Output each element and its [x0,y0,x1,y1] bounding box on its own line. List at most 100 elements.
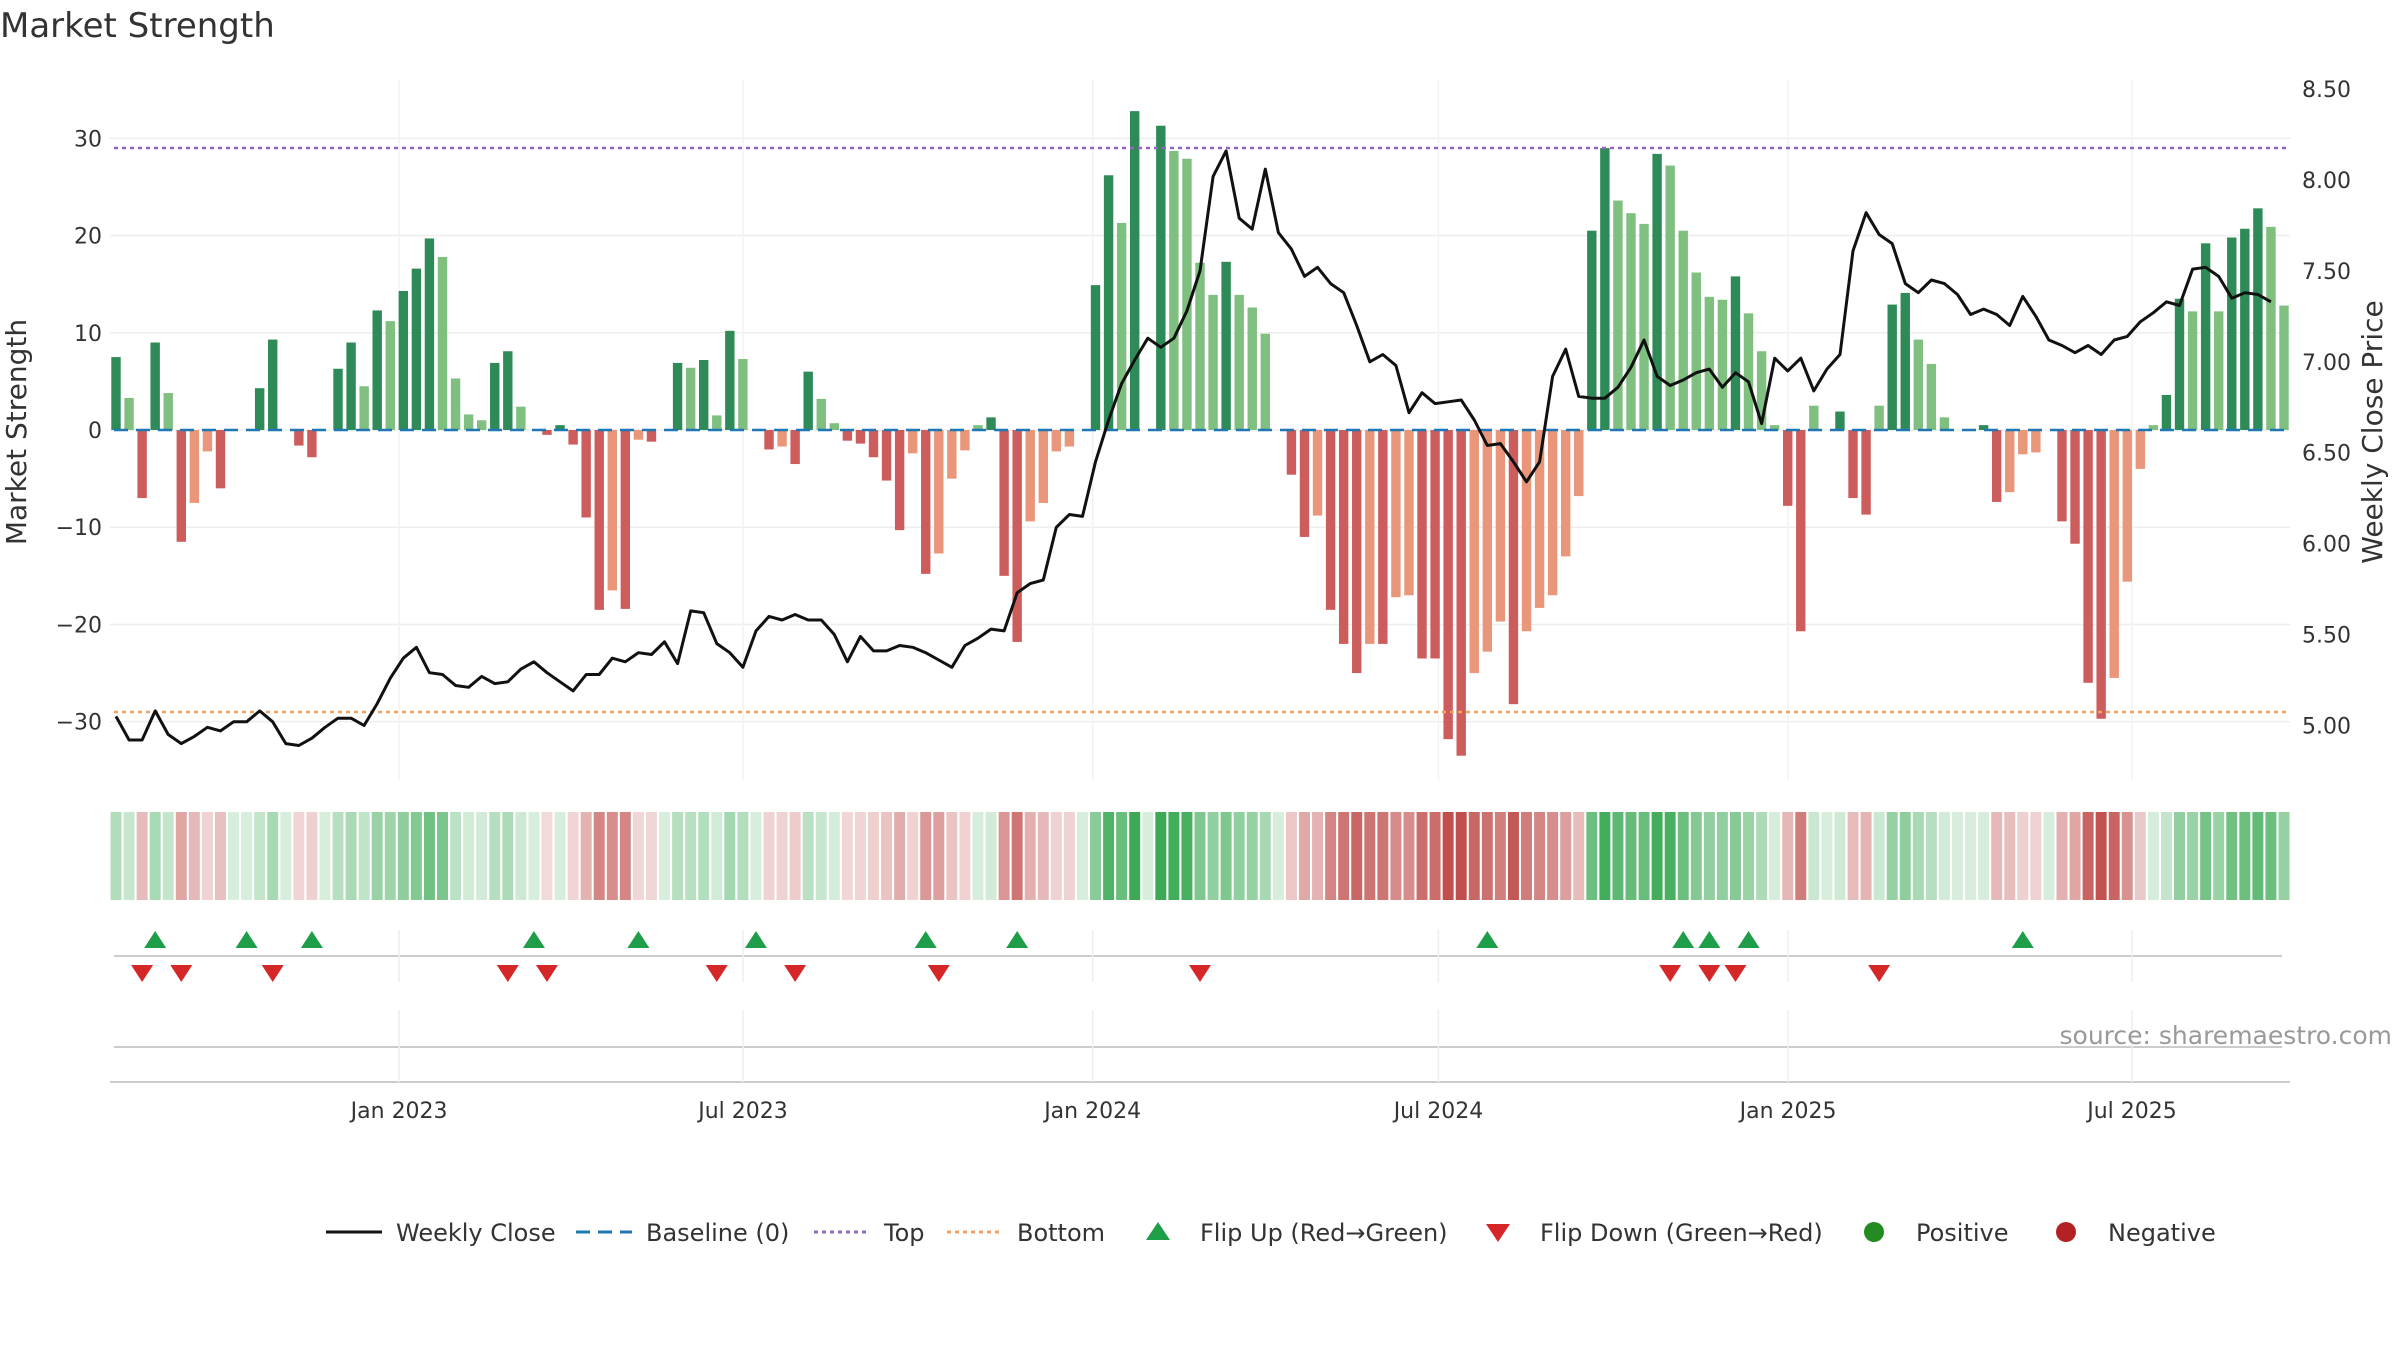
strength-bar [1378,430,1388,644]
heat-cell [175,812,187,900]
strength-bar [1430,430,1440,659]
heat-cell [149,812,161,900]
heat-cell [959,812,971,900]
heat-cell [1507,812,1519,900]
left-tick-label: −30 [56,711,102,736]
strength-bar [1887,304,1897,430]
strength-bar [699,360,709,430]
strength-bar [1874,405,1884,430]
left-tick-label: −10 [56,516,102,541]
strength-bar [1090,285,1101,430]
heat-cell [2069,812,2081,900]
strength-bar [268,339,278,430]
flip-up-marker [744,931,767,948]
strength-bar [2135,430,2146,469]
heat-cell [2239,812,2251,900]
strength-bar [463,414,474,430]
strength-bar [1717,299,1728,430]
chart-title: Market Strength [0,6,275,46]
heat-cell [1677,812,1689,900]
x-tick-label: Jul 2024 [1392,1099,1484,1124]
strength-heat-strip [110,812,2290,900]
strength-bar [646,430,657,442]
strength-bar [163,393,173,430]
strength-bar [907,430,918,454]
heat-cell [1834,812,1846,900]
heat-cell [672,812,684,900]
heat-cell [1795,812,1807,900]
strength-bar [1626,213,1636,430]
strength-bar [2057,430,2067,522]
strength-bar [555,425,565,430]
flip-up-marker [2011,931,2034,948]
flip-up-marker [1672,931,1695,948]
heat-cell [515,812,527,900]
strength-bar [894,430,905,531]
strength-bar [1391,430,1401,598]
heat-cell [2004,812,2016,900]
strength-bar [1064,430,1075,447]
strength-bar [1169,150,1179,430]
strength-bar [1012,430,1022,642]
flip-down-marker [1659,965,1682,982]
strength-bar [437,256,448,430]
flip-down-marker [261,965,284,982]
flip-up-marker [1698,931,1721,948]
heat-cell [214,812,226,900]
strength-bar [1038,430,1048,503]
strength-bar [738,359,748,430]
heat-cell [1873,812,1885,900]
heat-cell [2160,812,2172,900]
strength-bar [1195,262,1205,430]
legend-label: Negative [2108,1219,2216,1247]
strength-bar [960,430,970,451]
strength-bar [254,388,265,430]
heat-cell [1142,812,1154,900]
heat-cell [280,812,292,900]
right-tick-label: 7.50 [2302,260,2351,285]
heat-cell [1560,812,1572,900]
heat-cell [1782,812,1794,900]
strength-bar [581,430,591,518]
heat-cell [580,812,592,900]
strength-bar [1783,430,1793,506]
strength-bar [764,430,774,450]
strength-bar [712,415,722,430]
strength-bar [1352,430,1362,674]
strength-bar [215,430,226,489]
strength-bar [1796,430,1806,632]
strength-bar [294,430,304,446]
strength-bar [189,430,200,503]
strength-bar [2096,430,2106,719]
heat-cell [110,812,122,900]
flip-down-marker [1189,965,1211,982]
strength-bar [1482,430,1493,652]
heat-cell [1612,812,1624,900]
heat-cell [567,812,579,900]
strength-bar [1730,276,1741,430]
flip-down-marker [705,965,728,982]
right-tick-label: 5.00 [2302,714,2351,739]
heat-cell [2095,812,2107,900]
heat-cell [789,812,801,900]
heat-cell [1168,812,1180,900]
heat-cell [1181,812,1193,900]
strength-bar [594,430,604,610]
strength-bar [986,417,996,430]
strength-bar [1365,430,1375,644]
flip-down-marker [170,965,193,982]
strength-bar [1156,125,1166,430]
heat-cell [868,812,879,900]
strength-bar [2200,243,2211,430]
strength-bar [450,378,461,430]
heat-cell [1729,812,1741,900]
heat-cell [1494,812,1506,900]
heat-cell [1965,812,1977,900]
heat-cell [1991,812,2003,900]
strength-bar [855,430,866,444]
strength-bar [1991,430,2002,502]
strength-bar [2083,430,2093,683]
strength-bar [725,330,735,430]
heat-cell [397,812,409,900]
strength-bar [111,357,121,430]
